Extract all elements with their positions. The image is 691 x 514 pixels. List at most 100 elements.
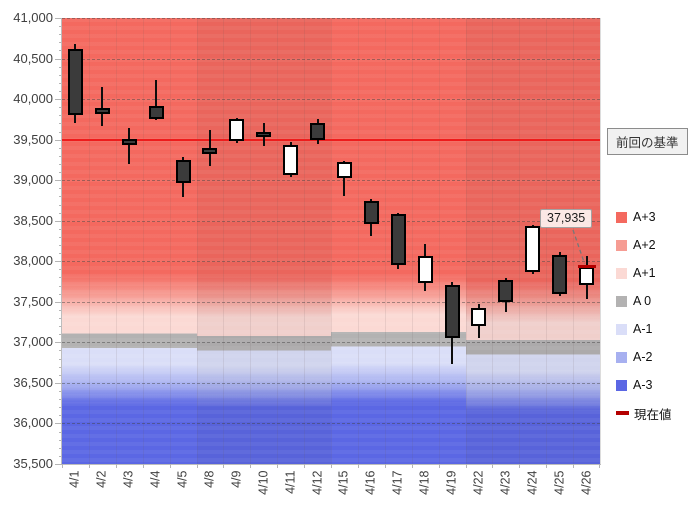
x-tick-label: 4/4 bbox=[148, 470, 163, 488]
band-color-swatch-icon bbox=[616, 351, 627, 363]
x-tick-label: 4/19 bbox=[444, 470, 459, 495]
y-tick-label: 36,000 bbox=[13, 415, 53, 431]
y-minor-tick bbox=[58, 318, 62, 320]
x-tick bbox=[62, 464, 63, 468]
band-color-swatch-icon bbox=[616, 323, 627, 335]
x-tick bbox=[196, 464, 198, 468]
candle-wick bbox=[101, 86, 104, 126]
x-tick bbox=[304, 464, 306, 468]
y-minor-tick bbox=[58, 188, 62, 190]
x-tick bbox=[411, 464, 413, 468]
y-minor-tick bbox=[58, 285, 62, 287]
legend: A+3 A+2 A+1 A 0 A-1 A-2 A-3 現在値 bbox=[616, 203, 690, 427]
y-tick-label: 40,000 bbox=[13, 91, 53, 107]
x-tick bbox=[115, 464, 117, 468]
candle-wick bbox=[128, 128, 131, 164]
candle-body bbox=[579, 266, 595, 285]
y-minor-tick bbox=[58, 358, 62, 360]
x-tick-label: 4/8 bbox=[202, 470, 217, 488]
y-minor-tick bbox=[58, 147, 62, 149]
y-major-tick bbox=[55, 180, 62, 182]
y-minor-tick bbox=[58, 115, 62, 117]
vertical-gridline bbox=[465, 18, 467, 464]
vertical-gridline bbox=[250, 18, 252, 464]
x-tick-label: 4/15 bbox=[336, 470, 351, 495]
y-minor-tick bbox=[58, 293, 62, 295]
x-tick-label: 4/9 bbox=[229, 470, 244, 488]
x-tick bbox=[223, 464, 225, 468]
legend-item-label: A 0 bbox=[633, 294, 652, 308]
legend-item-label: A-2 bbox=[633, 350, 653, 364]
x-tick bbox=[465, 464, 467, 468]
x-tick-label: 4/2 bbox=[94, 470, 109, 488]
y-major-tick bbox=[55, 261, 62, 263]
x-tick bbox=[438, 464, 440, 468]
legend-item-label: A+2 bbox=[633, 238, 656, 252]
sigma-band-segment bbox=[62, 18, 197, 464]
x-tick bbox=[169, 464, 171, 468]
legend-item: A-1 bbox=[616, 315, 690, 343]
x-tick-label: 4/18 bbox=[417, 470, 432, 495]
y-minor-tick bbox=[58, 326, 62, 328]
plot-right-edge bbox=[600, 18, 601, 464]
candle-body bbox=[363, 201, 379, 224]
vertical-gridline bbox=[88, 18, 90, 464]
y-tick-label: 36,500 bbox=[13, 374, 53, 390]
baseline-label-box: 前回の基準 bbox=[607, 128, 688, 155]
x-tick-label: 4/26 bbox=[579, 470, 594, 495]
x-tick bbox=[573, 464, 575, 468]
y-axis-line bbox=[61, 18, 62, 464]
legend-item: A+1 bbox=[616, 259, 690, 287]
y-minor-tick bbox=[58, 172, 62, 174]
candle-body bbox=[310, 123, 326, 140]
y-tick-label: 38,000 bbox=[13, 253, 53, 269]
current-value-annotation: 37,935 bbox=[540, 209, 593, 228]
horizontal-gridline bbox=[62, 58, 600, 60]
horizontal-gridline bbox=[62, 423, 600, 425]
y-major-tick bbox=[55, 58, 62, 60]
x-tick-label: 4/5 bbox=[175, 470, 190, 488]
legend-item-label: A-3 bbox=[633, 378, 653, 392]
x-tick-label: 4/11 bbox=[283, 470, 298, 494]
x-tick-label: 4/23 bbox=[498, 470, 513, 495]
y-major-tick bbox=[55, 99, 62, 101]
band-color-swatch-icon bbox=[616, 267, 627, 279]
candle-body bbox=[148, 105, 164, 119]
y-minor-tick bbox=[58, 163, 62, 165]
y-minor-tick bbox=[58, 374, 62, 376]
sigma-band-segment bbox=[196, 18, 331, 464]
x-tick-label: 4/12 bbox=[310, 470, 325, 495]
legend-item-label: 現在値 bbox=[634, 407, 672, 422]
vertical-gridline bbox=[411, 18, 413, 464]
x-tick bbox=[546, 464, 548, 468]
y-major-tick bbox=[55, 220, 62, 222]
y-minor-tick bbox=[58, 74, 62, 76]
legend-item-label: A+3 bbox=[633, 210, 656, 224]
candle-body bbox=[444, 284, 460, 339]
plot-area: 37,935 bbox=[62, 18, 600, 464]
y-minor-tick bbox=[58, 212, 62, 214]
y-major-tick bbox=[55, 464, 62, 465]
x-tick bbox=[492, 464, 494, 468]
legend-item: A+3 bbox=[616, 203, 690, 231]
candle-body bbox=[121, 138, 137, 146]
vertical-gridline bbox=[384, 18, 386, 464]
x-axis-ticks bbox=[62, 464, 600, 469]
vertical-gridline bbox=[331, 18, 332, 464]
candle-wick bbox=[155, 79, 158, 121]
candle-body bbox=[256, 132, 272, 138]
x-tick bbox=[250, 464, 252, 468]
x-tick bbox=[357, 464, 359, 468]
x-tick bbox=[331, 464, 332, 468]
x-tick-label: 4/22 bbox=[471, 470, 486, 495]
current-value-dash-icon bbox=[616, 411, 629, 415]
y-minor-tick bbox=[58, 245, 62, 247]
y-minor-tick bbox=[58, 391, 62, 393]
band-stripes-overlay bbox=[62, 18, 600, 464]
y-tick-label: 41,000 bbox=[13, 10, 53, 25]
y-minor-tick bbox=[58, 228, 62, 230]
legend-item: A-3 bbox=[616, 371, 690, 399]
y-minor-tick bbox=[58, 447, 62, 449]
candle-body bbox=[67, 48, 83, 116]
